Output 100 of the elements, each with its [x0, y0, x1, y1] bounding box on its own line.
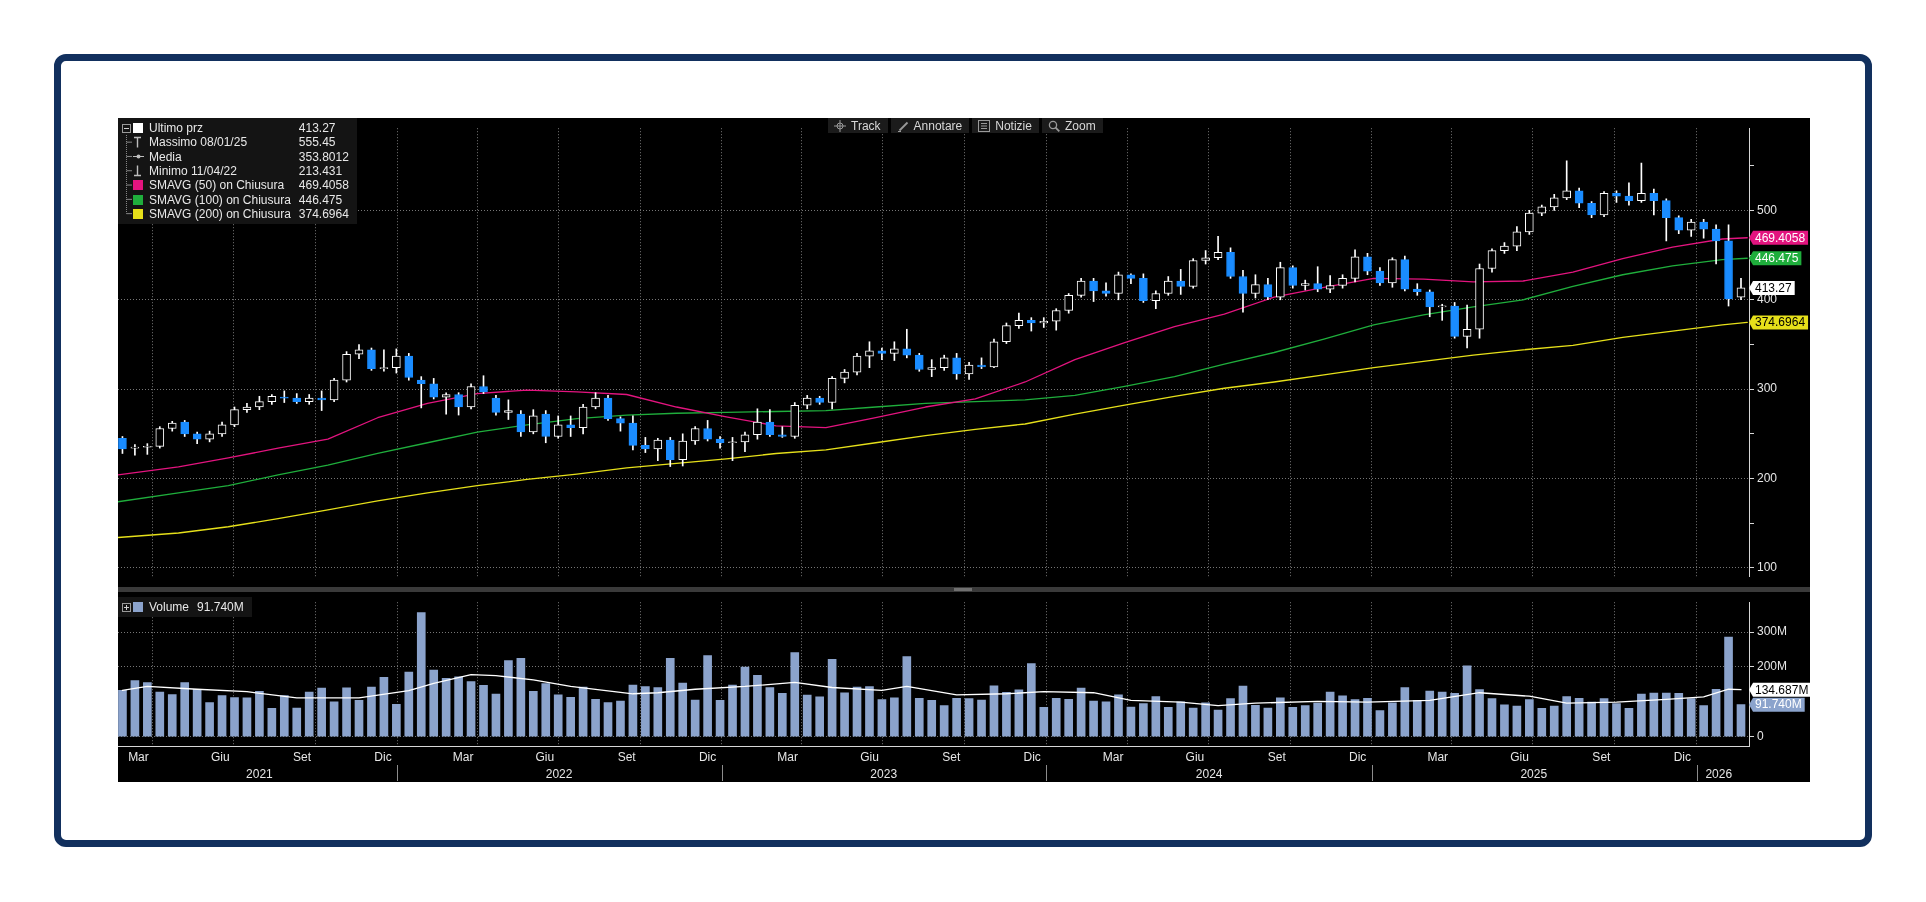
annotation: Notizie	[995, 118, 1032, 133]
bar	[603, 702, 613, 737]
x-tick-label: Dic	[1673, 749, 1691, 764]
bar	[1201, 702, 1210, 737]
text: 374.6964	[298, 206, 349, 221]
bar	[952, 697, 961, 737]
x-tick-label: Giu	[210, 749, 230, 764]
bar	[1525, 699, 1534, 737]
bar	[865, 686, 874, 737]
bar	[304, 691, 314, 737]
candlestick	[777, 426, 787, 438]
bar	[1375, 710, 1385, 737]
text: 413.27	[1755, 280, 1792, 295]
bar	[1213, 709, 1223, 737]
x-tick-label: Giu	[1510, 749, 1529, 764]
bar	[1151, 696, 1161, 737]
annotation: 555.45	[298, 135, 337, 150]
bar	[1549, 705, 1559, 737]
legend-label: SMAVG (200) on Chiusura	[148, 206, 292, 221]
bar	[317, 687, 326, 737]
y-tick-label: 500	[1757, 202, 1778, 217]
legend-label: Ultimo prz	[148, 121, 204, 136]
bar	[802, 694, 812, 737]
bar	[504, 660, 513, 737]
bar	[367, 686, 376, 737]
text: 413.27	[298, 121, 336, 136]
bar	[1101, 701, 1111, 737]
bar	[927, 700, 937, 737]
data-label: 446.475	[1755, 251, 1799, 266]
x-tick-label: Set	[1592, 749, 1612, 764]
y-tick-label: 300M	[1757, 624, 1788, 639]
bar	[1226, 698, 1235, 737]
y-tick-label: 200M	[1757, 659, 1788, 674]
candlestick	[279, 390, 289, 403]
candlestick	[441, 392, 451, 415]
legend-label: SMAVG (50) on Chiusura	[148, 178, 286, 193]
bar	[130, 680, 140, 737]
bar	[728, 684, 737, 737]
candlestick	[1437, 303, 1447, 321]
bar	[1039, 707, 1049, 737]
x2-tick-label: 2024	[1195, 766, 1223, 781]
bar	[1288, 707, 1298, 737]
bar	[790, 652, 800, 737]
bar	[566, 696, 575, 737]
annotation: Zoom	[1064, 118, 1096, 133]
x-tick-label: Dic	[374, 749, 392, 764]
bar	[118, 689, 127, 737]
candlestick	[1562, 160, 1572, 201]
bar	[528, 691, 538, 737]
bar	[977, 699, 986, 737]
bar	[1686, 698, 1696, 737]
bar	[877, 699, 887, 737]
bar	[1674, 693, 1684, 737]
bar	[765, 687, 775, 737]
bar	[616, 700, 625, 737]
x-tick-label: Set	[942, 749, 961, 764]
candlestick	[130, 444, 140, 456]
bar	[1599, 698, 1609, 737]
x-tick-label: Dic	[1023, 749, 1041, 764]
bar	[1338, 695, 1347, 737]
bar	[1500, 704, 1509, 737]
x-tick-label: Mar	[1102, 749, 1124, 764]
text: 446.475	[298, 192, 343, 207]
y-tick-label: 300	[1757, 381, 1778, 396]
bar	[641, 686, 650, 737]
bar	[167, 694, 177, 737]
annotation: 91.740M	[1755, 697, 1802, 712]
bar	[1251, 704, 1260, 737]
candlestick	[416, 376, 426, 409]
bar	[740, 666, 750, 737]
bar	[1450, 693, 1459, 737]
bar	[416, 612, 426, 737]
bar	[155, 691, 165, 737]
bar	[1724, 636, 1733, 737]
x-tick-label: Dic	[698, 749, 717, 764]
bar	[1624, 708, 1634, 737]
bar	[1026, 663, 1036, 737]
bar	[1089, 700, 1098, 737]
bar	[255, 691, 264, 737]
x-tick-label: Set	[293, 749, 312, 764]
bar	[454, 676, 463, 737]
x2-tick-label: 2025	[1520, 766, 1548, 781]
x-tick-label: Set	[617, 749, 637, 764]
bar	[267, 708, 277, 737]
annotation: Media	[148, 149, 183, 164]
y-tick-label: 100	[1757, 560, 1778, 575]
bar	[1002, 692, 1011, 737]
bar	[1276, 697, 1285, 737]
bar	[1188, 707, 1198, 737]
bar	[205, 702, 214, 737]
bar	[1487, 698, 1497, 737]
bar	[404, 671, 414, 737]
bar	[217, 695, 227, 737]
bar	[703, 655, 712, 737]
bar	[1412, 700, 1422, 737]
bar	[1612, 703, 1621, 737]
bar	[1263, 707, 1273, 737]
bar	[777, 693, 787, 737]
bar	[479, 685, 488, 737]
bar	[279, 695, 289, 737]
